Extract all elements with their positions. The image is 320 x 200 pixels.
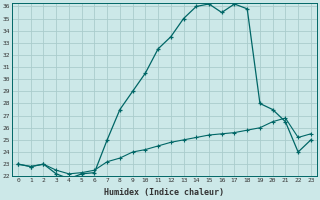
X-axis label: Humidex (Indice chaleur): Humidex (Indice chaleur) [104, 188, 224, 197]
